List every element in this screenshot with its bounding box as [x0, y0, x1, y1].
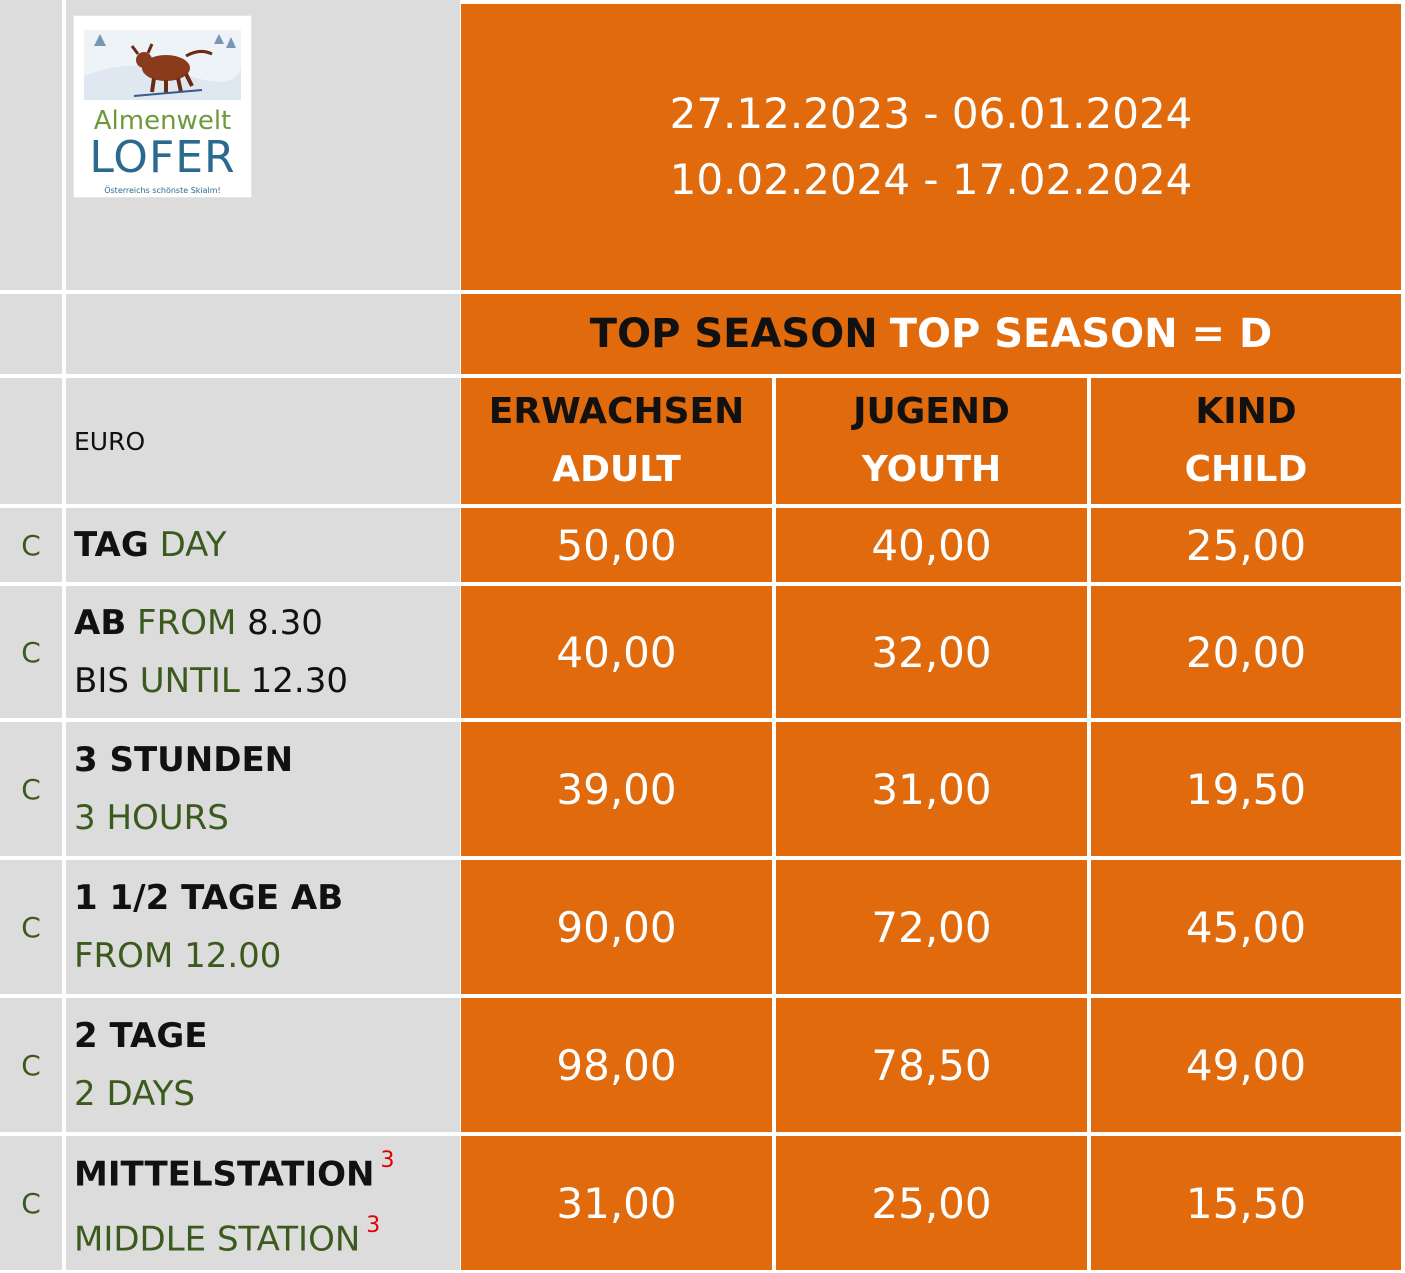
label-en: UNTIL — [139, 661, 240, 701]
price-adult: 90,00 — [461, 860, 772, 994]
label-en: MIDDLE STATION — [74, 1219, 361, 1260]
row-code: C — [0, 860, 62, 994]
row-label-3-hours: 3 STUNDEN 3 HOURS — [66, 722, 460, 856]
price-youth: 25,00 — [776, 1136, 1087, 1270]
label-de: 1 1/2 TAGE AB — [74, 878, 344, 918]
row-label-1-5-days: 1 1/2 TAGE AB FROM 12.00 — [66, 860, 460, 994]
row-label-half-day: AB FROM 8.30 BIS UNTIL 12.30 — [66, 586, 460, 718]
row-label-middle-station: MITTELSTATION 3 MIDDLE STATION 3 — [66, 1136, 460, 1270]
row-code: C — [0, 1136, 62, 1270]
label-de: TAG — [74, 525, 149, 565]
column-header-de: JUGEND — [853, 391, 1010, 432]
column-header-de: KIND — [1195, 391, 1297, 432]
season-title-de: TOP SEASON — [589, 311, 878, 357]
price-child: 19,50 — [1091, 722, 1401, 856]
price-child: 45,00 — [1091, 860, 1401, 994]
column-header-en: CHILD — [1184, 449, 1308, 490]
logo-word-lofer: LOFER — [89, 132, 236, 183]
label-de: 3 STUNDEN — [74, 740, 294, 780]
footnote-marker: 3 — [380, 1147, 395, 1173]
label-en: 3 HOURS — [74, 798, 229, 838]
row-code: C — [0, 508, 62, 582]
date-range-2: 10.02.2024 - 17.02.2024 — [669, 155, 1193, 204]
row-label-2-days: 2 TAGE 2 DAYS — [66, 998, 460, 1132]
label-de: AB — [74, 603, 127, 643]
price-adult: 39,00 — [461, 722, 772, 856]
label-de: BIS — [74, 661, 129, 701]
column-header-en: ADULT — [552, 449, 681, 490]
price-child: 49,00 — [1091, 998, 1401, 1132]
currency-label: EURO — [66, 378, 460, 504]
row-code: C — [0, 722, 62, 856]
price-adult: 40,00 — [461, 586, 772, 718]
price-child: 25,00 — [1091, 508, 1401, 582]
row-label-day: TAG DAY — [66, 508, 460, 582]
label-time: 8.30 — [247, 603, 323, 643]
season-dates: 27.12.2023 - 06.01.2024 10.02.2024 - 17.… — [461, 4, 1401, 290]
column-header-en: YOUTH — [861, 449, 1002, 490]
ox-skier-icon — [84, 30, 241, 100]
almenwelt-lofer-logo: Almenwelt LOFER Österreichs schönste Ski… — [74, 16, 251, 197]
label-time: 12.30 — [250, 661, 348, 701]
column-header-adult: ERWACHSEN ADULT — [461, 378, 772, 504]
price-youth: 72,00 — [776, 860, 1087, 994]
price-child: 15,50 — [1091, 1136, 1401, 1270]
season-title: TOP SEASON TOP SEASON = D — [461, 294, 1401, 374]
row-code: C — [0, 998, 62, 1132]
label-de: MITTELSTATION — [74, 1154, 375, 1194]
column-header-child: KIND CHILD — [1091, 378, 1401, 504]
price-adult: 98,00 — [461, 998, 772, 1132]
label-en: FROM — [137, 603, 237, 643]
price-youth: 32,00 — [776, 586, 1087, 718]
label-de: 2 TAGE — [74, 1016, 208, 1056]
label-en: DAY — [159, 525, 227, 565]
label-en: 2 DAYS — [74, 1074, 195, 1114]
logo-tagline: Österreichs schönste Skialm! — [104, 186, 221, 195]
price-youth: 31,00 — [776, 722, 1087, 856]
price-adult: 31,00 — [461, 1136, 772, 1270]
season-title-en: TOP SEASON = D — [889, 311, 1273, 357]
season-code-cell — [0, 294, 62, 374]
column-header-youth: JUGEND YOUTH — [776, 378, 1087, 504]
price-child: 20,00 — [1091, 586, 1401, 718]
row-code: C — [0, 586, 62, 718]
date-range-1: 27.12.2023 - 06.01.2024 — [669, 89, 1193, 138]
price-youth: 40,00 — [776, 508, 1087, 582]
header-code-cell — [0, 0, 62, 290]
season-label-cell — [66, 294, 460, 374]
price-youth: 78,50 — [776, 998, 1087, 1132]
colhead-code-cell — [0, 378, 62, 504]
logo-word-almenwelt: Almenwelt — [93, 106, 232, 136]
footnote-marker: 3 — [366, 1213, 381, 1238]
column-header-de: ERWACHSEN — [488, 391, 745, 432]
label-en: FROM 12.00 — [74, 936, 282, 976]
price-adult: 50,00 — [461, 508, 772, 582]
